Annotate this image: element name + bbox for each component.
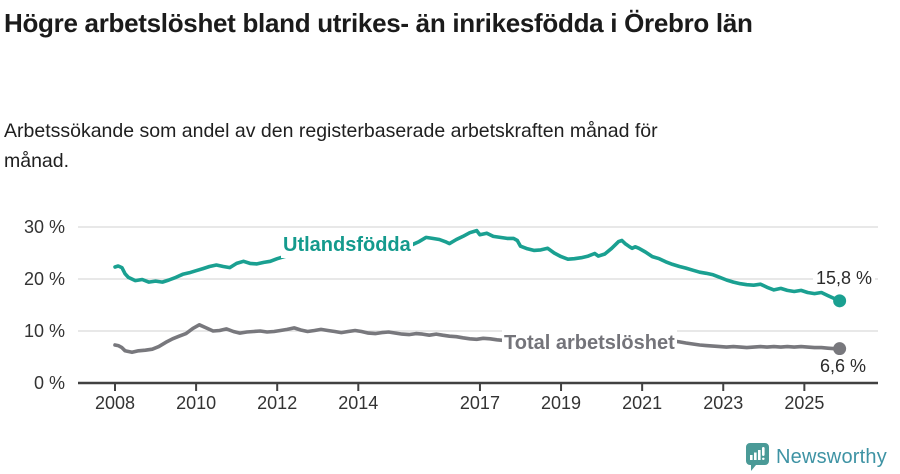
chart-subtitle: Arbetssökande som andel av den registerb… bbox=[4, 120, 658, 172]
x-tick-label: 2010 bbox=[176, 393, 217, 413]
y-tick-label: 30 % bbox=[23, 217, 65, 237]
x-tick-label: 2025 bbox=[784, 393, 825, 413]
series-label-total: Total arbetslöshet bbox=[502, 330, 677, 356]
x-tick-label: 2014 bbox=[338, 393, 379, 413]
y-tick-label: 0 % bbox=[33, 373, 65, 393]
end-value-total: 6,6 % bbox=[817, 355, 870, 377]
x-tick-label: 2023 bbox=[703, 393, 744, 413]
newsworthy-wordmark: Newsworthy bbox=[776, 445, 887, 468]
page-title: Högre arbetslöshet bland utrikes- än inr… bbox=[4, 8, 753, 38]
series-label-utlandsfodda: Utlandsfödda bbox=[281, 232, 413, 258]
x-tick-label: 2012 bbox=[257, 393, 298, 413]
y-tick-label: 20 % bbox=[23, 269, 65, 289]
x-tick-label: 2017 bbox=[459, 393, 500, 413]
x-tick-label: 2008 bbox=[94, 393, 136, 413]
newsworthy-logo[interactable]: Newsworthy bbox=[745, 442, 887, 472]
y-tick-label: 10 % bbox=[23, 321, 65, 341]
end-value-utlandsfodda: 15,8 % bbox=[813, 267, 876, 289]
x-tick-label: 2021 bbox=[622, 393, 663, 413]
newsworthy-bar-chart-icon bbox=[746, 443, 769, 471]
x-tick-label: 2019 bbox=[541, 393, 582, 413]
